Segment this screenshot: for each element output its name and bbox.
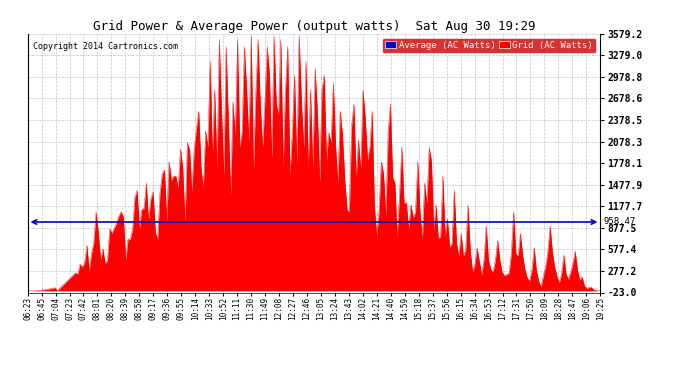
Text: 958.47: 958.47 <box>0 206 3 238</box>
Title: Grid Power & Average Power (output watts)  Sat Aug 30 19:29: Grid Power & Average Power (output watts… <box>92 20 535 33</box>
Legend: Average (AC Watts), Grid (AC Watts): Average (AC Watts), Grid (AC Watts) <box>382 38 595 53</box>
Text: Copyright 2014 Cartronics.com: Copyright 2014 Cartronics.com <box>33 42 178 51</box>
Text: 958.47: 958.47 <box>603 217 635 226</box>
